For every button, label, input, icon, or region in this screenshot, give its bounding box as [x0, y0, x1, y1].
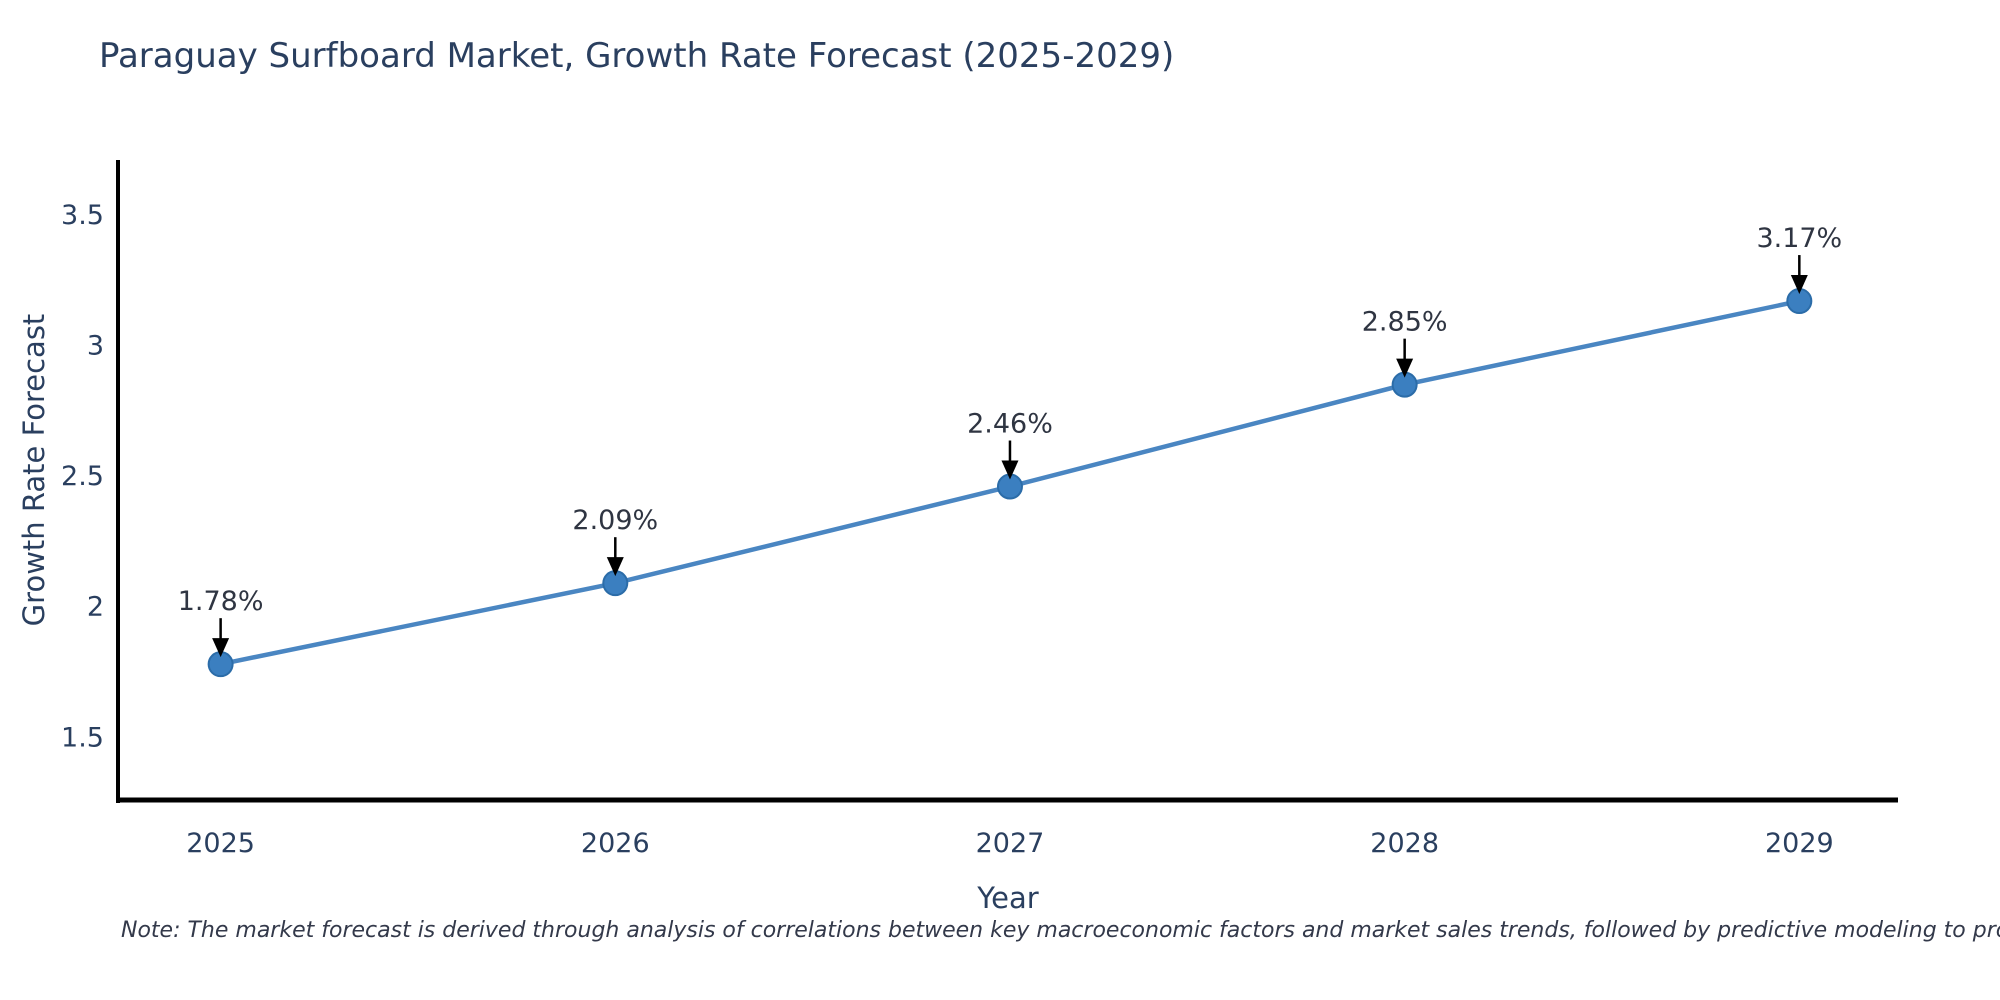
- data-point-label: 1.78%: [178, 586, 264, 617]
- x-tick-label: 2026: [581, 828, 650, 859]
- data-point-label: 3.17%: [1756, 223, 1842, 254]
- data-point-label: 2.09%: [572, 505, 658, 536]
- y-tick-label: 3: [87, 330, 104, 361]
- chart-title: Paraguay Surfboard Market, Growth Rate F…: [99, 36, 1175, 76]
- footnote: Note: The market forecast is derived thr…: [121, 918, 2000, 943]
- annotation-arrowhead-icon: [1001, 460, 1019, 480]
- x-tick-label: 2027: [976, 828, 1045, 859]
- data-point-label: 2.46%: [967, 409, 1053, 440]
- x-axis-title: Year: [977, 881, 1039, 915]
- data-point-label: 2.85%: [1362, 307, 1448, 338]
- annotation-arrowhead-icon: [606, 557, 624, 577]
- annotation-arrowhead-icon: [1790, 275, 1808, 295]
- y-tick-label: 1.5: [61, 722, 104, 753]
- annotation-arrowhead-icon: [1396, 358, 1414, 378]
- annotation-arrowhead-icon: [212, 638, 230, 658]
- x-tick-label: 2028: [1370, 828, 1439, 859]
- y-tick-label: 2.5: [61, 461, 104, 492]
- y-tick-label: 3.5: [61, 200, 104, 231]
- y-tick-label: 2: [87, 592, 104, 623]
- x-tick-label: 2025: [186, 828, 255, 859]
- x-tick-label: 2029: [1765, 828, 1834, 859]
